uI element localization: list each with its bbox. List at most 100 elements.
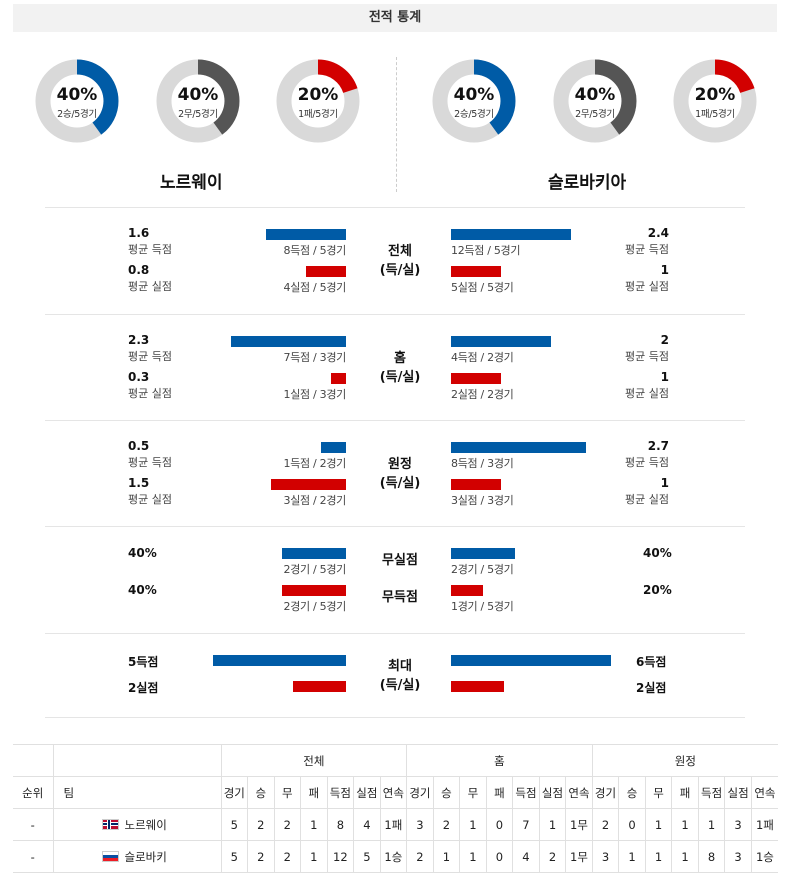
home-noscore-bar bbox=[282, 585, 346, 596]
total-stat-cell: 2 bbox=[273, 808, 302, 841]
team-cell[interactable]: 슬로바키 bbox=[52, 840, 222, 873]
home-max-scored-bar bbox=[212, 655, 346, 666]
away-stat-cell: 3 bbox=[724, 808, 752, 841]
divider bbox=[45, 314, 745, 315]
avg-conceded-label: 평균 실점 bbox=[625, 280, 669, 293]
total-home-scored-bar bbox=[266, 229, 346, 240]
away-away-scored-count: 8득점 / 3경기 bbox=[451, 457, 514, 470]
home-home-avg-conceded: 0.3 bbox=[128, 370, 150, 384]
home-clean-value: 40% bbox=[128, 546, 157, 560]
away-away-conceded-bar bbox=[451, 479, 501, 490]
home-donut-2: 20% 1패/5경기 bbox=[276, 59, 360, 143]
home-section-subtitle: (득/실) bbox=[379, 370, 421, 385]
away-stat-cell: 1 bbox=[618, 840, 646, 873]
avg-scored-label: 평균 득점 bbox=[625, 243, 669, 256]
donut-arc bbox=[35, 59, 119, 143]
away-stat-cell: 8 bbox=[697, 840, 726, 873]
home-clean-count: 2경기 / 5경기 bbox=[283, 563, 347, 576]
away-stat-cell: 1 bbox=[644, 840, 673, 873]
home-away-conceded-bar bbox=[451, 373, 501, 384]
donut-ring bbox=[553, 59, 637, 143]
home-max-scored: 5득점 bbox=[128, 655, 159, 669]
divider bbox=[45, 420, 745, 421]
away-noscore-count: 1경기 / 5경기 bbox=[451, 600, 514, 613]
away-clean-count: 2경기 / 5경기 bbox=[451, 563, 514, 576]
avg-scored-label: 평균 득점 bbox=[625, 456, 669, 469]
away-noscore-value: 20% bbox=[643, 583, 672, 597]
avg-conceded-label: 평균 실점 bbox=[625, 493, 669, 506]
away-stat-cell: 3 bbox=[591, 840, 620, 873]
column-header: 연속 bbox=[379, 776, 408, 809]
home-team-name: 노르웨이 bbox=[160, 173, 223, 193]
column-header: 실점 bbox=[353, 776, 381, 809]
home-stat-cell: 3 bbox=[406, 808, 434, 841]
home-away-avg-conceded: 1 bbox=[660, 370, 669, 384]
total-stat-cell: 8 bbox=[326, 808, 355, 841]
away-section-subtitle: (득/실) bbox=[379, 476, 421, 491]
home-stat-cell: 4 bbox=[512, 840, 540, 873]
total-section-title: 전체 bbox=[388, 244, 412, 259]
away-home-avg-conceded: 1.5 bbox=[128, 476, 150, 490]
total-stat-cell: 1 bbox=[300, 808, 328, 841]
group-header-total: 전체 bbox=[220, 744, 408, 777]
away-max-scored: 6득점 bbox=[636, 655, 667, 669]
donut-ring bbox=[673, 59, 757, 143]
home-stat-cell: 1무 bbox=[565, 840, 593, 873]
away-clean-value: 40% bbox=[643, 546, 672, 560]
total-stat-cell: 1 bbox=[300, 840, 328, 873]
away-home-conceded-count: 3실점 / 2경기 bbox=[283, 494, 347, 507]
column-header: 득점 bbox=[697, 776, 726, 809]
column-header: 승 bbox=[432, 776, 461, 809]
away-stat-cell: 0 bbox=[618, 808, 646, 841]
away-away-avg-scored: 2.7 bbox=[647, 439, 669, 453]
clean-sheet-title: 무실점 bbox=[382, 553, 418, 568]
no-score-title: 무득점 bbox=[382, 590, 418, 605]
total-stat-cell: 4 bbox=[353, 808, 381, 841]
group-header-away: 원정 bbox=[591, 744, 778, 777]
home-donut-1: 40% 2무/5경기 bbox=[156, 59, 240, 143]
donut-ring bbox=[156, 59, 240, 143]
column-header: 패 bbox=[300, 776, 328, 809]
column-header: 무 bbox=[273, 776, 302, 809]
column-header: 패 bbox=[671, 776, 699, 809]
norway-flag-icon bbox=[101, 818, 119, 830]
divider bbox=[45, 633, 745, 634]
away-stat-cell: 1승 bbox=[750, 840, 778, 873]
away-stat-cell: 1 bbox=[697, 808, 726, 841]
home-away-scored-bar bbox=[451, 336, 551, 347]
home-stat-cell: 2 bbox=[432, 808, 461, 841]
away-noscore-bar bbox=[451, 585, 483, 596]
max-subtitle: (득/실) bbox=[379, 678, 421, 693]
home-stat-cell: 1 bbox=[538, 808, 567, 841]
total-home-avg-conceded: 0.8 bbox=[128, 263, 150, 277]
total-away-avg-conceded: 1 bbox=[660, 263, 669, 277]
team-cell[interactable]: 노르웨이 bbox=[52, 808, 222, 841]
team-name: 슬로바키 bbox=[124, 849, 167, 864]
home-section-title: 홈 bbox=[394, 351, 406, 366]
away-home-conceded-bar bbox=[271, 479, 346, 490]
donut-percent: 20% bbox=[297, 85, 339, 105]
column-header: 득점 bbox=[512, 776, 540, 809]
total-away-scored-count: 12득점 / 5경기 bbox=[451, 244, 521, 257]
total-stat-cell: 1패 bbox=[379, 808, 408, 841]
total-stat-cell: 5 bbox=[220, 808, 249, 841]
away-home-avg-scored: 0.5 bbox=[128, 439, 150, 453]
away-stat-cell: 1 bbox=[644, 808, 673, 841]
away-donut-2: 20% 1패/5경기 bbox=[673, 59, 757, 143]
column-header: 득점 bbox=[326, 776, 355, 809]
donut-arc bbox=[156, 59, 240, 143]
total-away-conceded-count: 5실점 / 5경기 bbox=[451, 281, 514, 294]
away-stat-cell: 1 bbox=[671, 840, 699, 873]
rank-cell: - bbox=[13, 840, 54, 873]
home-home-scored-bar bbox=[231, 336, 346, 347]
home-donut-0: 40% 2승/5경기 bbox=[35, 59, 119, 143]
max-title: 최대 bbox=[388, 659, 412, 674]
home-away-avg-scored: 2 bbox=[660, 333, 669, 347]
donut-ring bbox=[35, 59, 119, 143]
away-stat-cell: 1패 bbox=[750, 808, 778, 841]
standings-table: 전체 홈 원정 순위 팀 경기 승 무 패 득점 실점 연속 경기 승 무 패 득점 실점 연속 경기 승 무 패… bbox=[13, 744, 778, 873]
donut-ring bbox=[276, 59, 360, 143]
home-stat-cell: 7 bbox=[512, 808, 540, 841]
away-team-name: 슬로바키아 bbox=[548, 173, 627, 193]
donut-percent: 40% bbox=[56, 85, 98, 105]
